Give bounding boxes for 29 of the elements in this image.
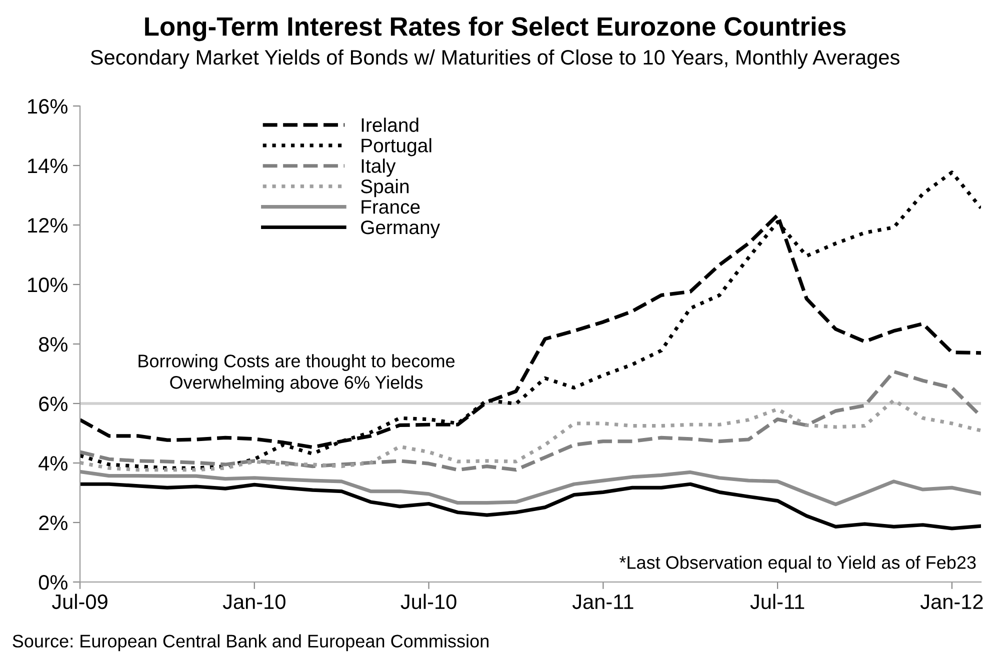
x-tick-label: Jan-12: [920, 594, 983, 610]
y-tick-label: 2%: [39, 516, 68, 530]
legend-label: Germany: [361, 220, 440, 238]
legend-label: Italy: [362, 158, 396, 177]
legend-label: France: [362, 200, 420, 214]
y-tick-label: 8%: [38, 337, 68, 352]
y-tick-label: 0%: [38, 575, 68, 590]
ref-line-label: Borrowing Costs are thought to become Overwhelming above 6% Yields: [138, 354, 455, 392]
line-series: [80, 470, 981, 506]
legend-label: Ireland: [362, 118, 418, 132]
line-series: [80, 370, 981, 472]
x-tick-label: Jul-10: [400, 594, 456, 610]
x-tick-label: Jul-11: [750, 594, 804, 610]
x-tick-label: Jan-11: [572, 594, 634, 610]
chart-title: Long-Term Interest Rates for Select Eurozone Countries: [145, 16, 846, 42]
x-tick-label: Jan-10: [222, 594, 286, 610]
line-series: [80, 482, 981, 530]
annotation: *Last Observation equal to Yield as of Feb23: [619, 556, 976, 572]
y-tick-label: 14%: [28, 158, 68, 174]
y-tick-label: 10%: [28, 278, 68, 292]
legend-label: Spain: [360, 179, 409, 198]
chart-subtitle: Secondary Market Yields of Bonds w/ Maturities of Close to 10 Years, Monthly Averages: [90, 49, 900, 69]
x-tick-label: Jul-09: [52, 594, 108, 610]
y-tick-label: 4%: [38, 456, 68, 471]
y-tick-label: 12%: [28, 218, 68, 233]
y-tick-label: 16%: [28, 99, 68, 114]
source-note: Source: European Central Bank and European Commission: [12, 634, 488, 652]
y-tick-label: 6%: [39, 396, 68, 412]
legend-label: Portugal: [362, 138, 432, 156]
